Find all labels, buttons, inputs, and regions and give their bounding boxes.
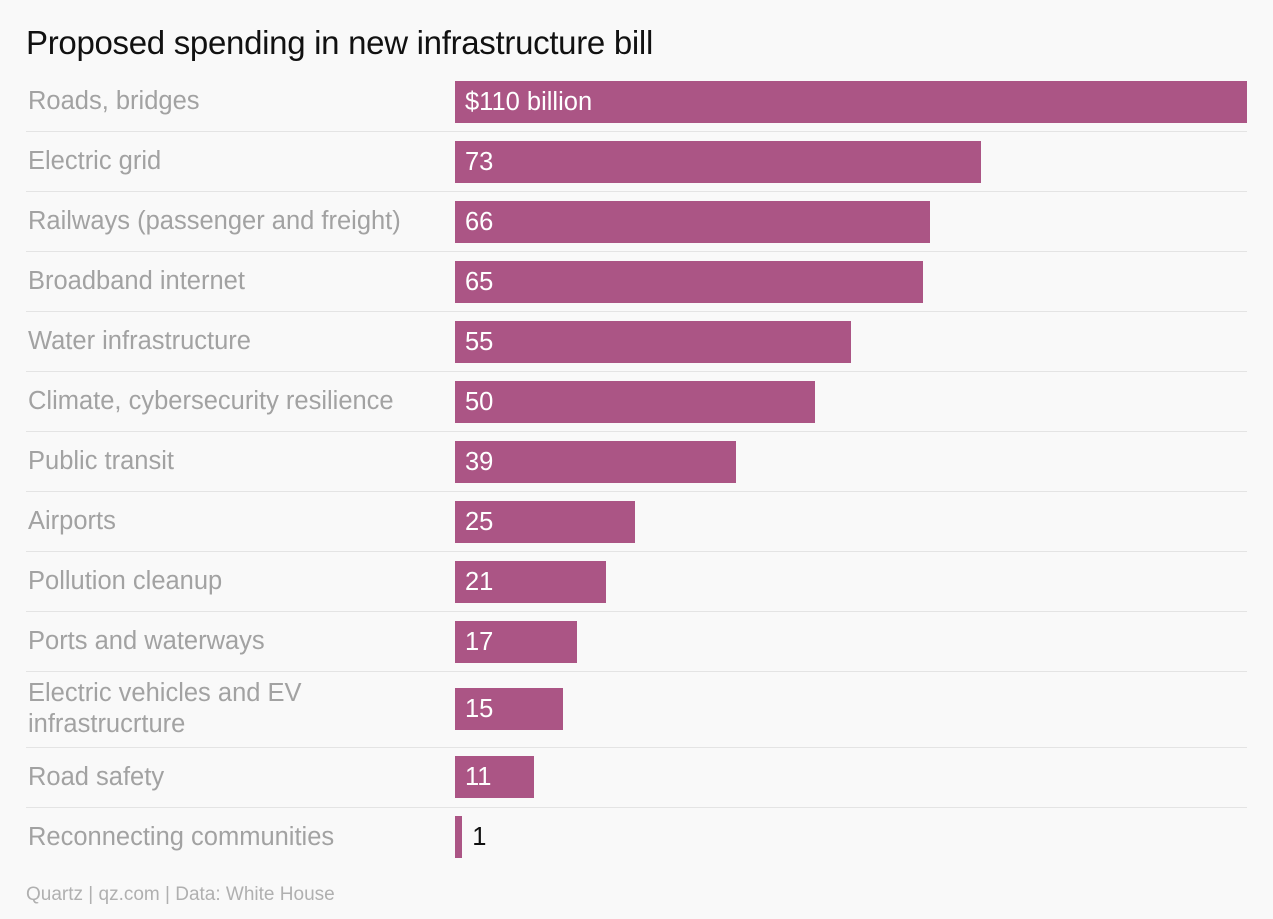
bar [455,688,563,731]
bar-row: Ports and waterways 17 [26,612,1247,672]
bar-row: Reconnecting communities 1 [26,808,1247,867]
bar [455,200,931,243]
bar-row: Pollution cleanup 21 [26,552,1247,612]
category-label: Railways (passenger and freight) [28,206,401,235]
plot-area: 11 [455,756,1247,799]
plot-area: 55 [455,320,1247,363]
plot-area: 66 [455,200,1247,243]
bar [455,80,1247,123]
value-label: 21 [465,567,494,596]
value-label: 15 [465,695,494,724]
category-label: Electric grid [28,146,162,175]
bar [455,320,851,363]
bar [455,560,607,603]
bar-row: Climate, cybersecurity resilience 50 [26,372,1247,432]
category-label: Water infrastructure [28,326,251,355]
bar [455,756,535,799]
plot-area: 1 [455,816,1247,859]
plot-area: 73 [455,140,1247,183]
bar-row: Water infrastructure 55 [26,312,1247,372]
value-label: 11 [465,763,492,792]
category-label: Pollution cleanup [28,566,223,595]
bar-row: Railways (passenger and freight) 66 [26,192,1247,252]
category-label: Reconnecting communities [28,822,335,851]
bar-row: Airports 25 [26,492,1247,552]
value-label: 1 [472,823,487,852]
category-label: Broadband internet [28,266,245,295]
value-label: 66 [465,207,494,236]
bar [455,380,815,423]
plot-area: 21 [455,560,1247,603]
bar-row: Broadband internet 65 [26,252,1247,312]
bar [455,440,736,483]
value-label: 39 [465,447,494,476]
plot-area: 50 [455,380,1247,423]
category-label: Climate, cybersecurity resilience [28,386,394,415]
plot-area: 25 [455,500,1247,543]
bar-row: Roads, bridges $110 billion [26,72,1247,132]
category-label: Roads, bridges [28,86,200,115]
bar [455,620,578,663]
bar-row: Electric vehicles and EV infrastrucrture… [26,672,1247,748]
category-label: Public transit [28,446,174,475]
plot-area: 17 [455,620,1247,663]
value-label: 73 [465,147,494,176]
bar [455,816,463,859]
source-note: Quartz | qz.com | Data: White House [26,884,335,905]
bar-rows: Roads, bridges $110 billion Electric grid 7… [0,72,1247,867]
bar [455,140,981,183]
category-label: Road safety [28,762,165,791]
value-label: 65 [465,267,494,296]
category-label: Electric vehicles and EV infrastrucrture [28,679,302,739]
value-label: 25 [465,507,494,536]
category-label: Ports and waterways [28,626,265,655]
value-label: 17 [465,627,494,656]
plot-area: $110 billion [455,80,1247,123]
chart-title: Proposed spending in new infrastructure … [26,24,653,61]
plot-area: 39 [455,440,1247,483]
plot-area: 15 [455,688,1247,731]
bar-row: Road safety 11 [26,748,1247,808]
bar [455,500,635,543]
category-label: Airports [28,506,116,535]
plot-area: 65 [455,260,1247,303]
value-label: $110 billion [465,87,593,116]
value-label: 55 [465,327,494,356]
value-label: 50 [465,387,494,416]
bar-row: Public transit 39 [26,432,1247,492]
bar-row: Electric grid 73 [26,132,1247,192]
bar [455,260,923,303]
